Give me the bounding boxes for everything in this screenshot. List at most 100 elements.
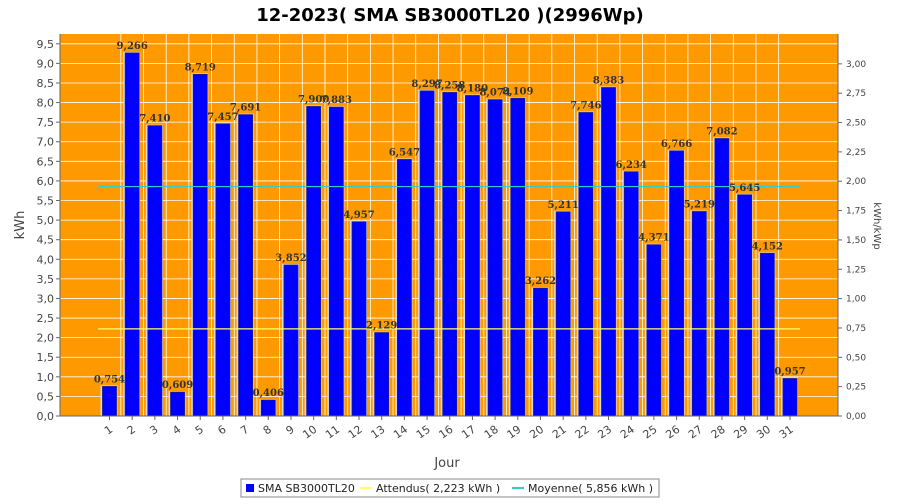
x-tick-label: 5 bbox=[193, 423, 206, 438]
bar-value-label: 6,766 bbox=[661, 139, 692, 150]
axes: 0,0 0,5 1,0 1,5 2,0 2,5 3,0 3,5 4,0 4,5 5,0 5,5 6,0 6… bbox=[37, 34, 866, 442]
bar-value-label: 0,754 bbox=[94, 374, 125, 385]
bar-value-label: 8,258 bbox=[434, 80, 465, 91]
x-tick-label: 23 bbox=[595, 423, 614, 442]
x-tick-label: 30 bbox=[754, 423, 773, 442]
x-tick-label: 14 bbox=[391, 423, 410, 442]
y-tick-label: 7,5 bbox=[37, 116, 55, 129]
legend-swatch-production bbox=[246, 484, 254, 492]
bar bbox=[533, 287, 548, 417]
bar-value-label: 7,457 bbox=[207, 112, 238, 123]
y2-tick-label: 1,75 bbox=[846, 207, 866, 217]
bar bbox=[465, 95, 480, 417]
bar-value-label: 3,852 bbox=[275, 253, 306, 264]
y2-tick-label: 1,25 bbox=[846, 265, 866, 275]
bar-value-label: 9,266 bbox=[117, 41, 148, 52]
bar bbox=[601, 87, 616, 417]
y2-tick-label: 0,50 bbox=[846, 353, 866, 363]
bar bbox=[102, 386, 117, 417]
bar-value-label: 7,900 bbox=[298, 94, 329, 105]
y2-tick-label: 2,25 bbox=[846, 148, 866, 158]
y-tick-label: 5,0 bbox=[37, 214, 55, 227]
bar-value-label: 3,262 bbox=[525, 276, 556, 287]
y2-tick-label: 0,00 bbox=[846, 412, 866, 422]
bar bbox=[215, 123, 231, 417]
y-axis-label: kWh bbox=[13, 211, 28, 240]
y-tick-label: 9,0 bbox=[37, 57, 55, 70]
bar bbox=[283, 264, 299, 417]
legend-box bbox=[240, 478, 660, 498]
bar bbox=[124, 52, 140, 417]
bar-value-label: 0,406 bbox=[253, 388, 284, 399]
bar-value-label: 7,883 bbox=[321, 95, 352, 106]
bar-value-label: 7,691 bbox=[230, 103, 261, 114]
bar-value-label: 8,297 bbox=[411, 79, 442, 90]
bar-value-label: 8,383 bbox=[593, 76, 624, 87]
x-tick-label: 31 bbox=[777, 423, 796, 442]
y2-tick-label: 1,50 bbox=[846, 236, 866, 246]
bar bbox=[782, 378, 798, 417]
bar bbox=[669, 150, 684, 417]
bar bbox=[555, 211, 571, 417]
y-tick-label: 8,0 bbox=[37, 97, 55, 110]
y-tick-label: 2,0 bbox=[37, 332, 55, 345]
bar bbox=[578, 112, 594, 417]
y-tick-label: 6,0 bbox=[37, 175, 55, 188]
bar-value-label: 4,371 bbox=[638, 233, 669, 244]
y2-tick-label: 3,00 bbox=[846, 60, 866, 70]
x-tick-label: 26 bbox=[663, 423, 682, 442]
x-tick-label: 4 bbox=[170, 423, 183, 438]
bar-value-label: 0,609 bbox=[162, 380, 193, 391]
bar-value-label: 8,109 bbox=[502, 86, 533, 97]
bar-value-label: 7,082 bbox=[706, 127, 737, 138]
y2-tick-label: 2,75 bbox=[846, 89, 866, 99]
bar bbox=[396, 159, 412, 417]
x-tick-label: 24 bbox=[618, 423, 637, 442]
x-tick-label: 15 bbox=[414, 423, 433, 442]
y2-tick-label: 0,25 bbox=[846, 383, 866, 393]
bar bbox=[737, 194, 753, 417]
x-tick-label: 27 bbox=[686, 423, 705, 442]
bar bbox=[238, 114, 254, 417]
x-tick-label: 20 bbox=[527, 423, 546, 442]
bar bbox=[374, 332, 390, 417]
bar-value-label: 6,234 bbox=[616, 160, 647, 171]
bar-value-label: 0,957 bbox=[774, 367, 805, 378]
bar bbox=[192, 73, 208, 417]
y-tick-label: 0,5 bbox=[37, 390, 55, 403]
legend-label-production: SMA SB3000TL20 bbox=[258, 482, 355, 495]
bar-value-label: 8,719 bbox=[185, 62, 216, 73]
bar bbox=[714, 138, 730, 417]
y-tick-label: 9,5 bbox=[37, 38, 55, 51]
bar-value-label: 7,746 bbox=[570, 101, 601, 112]
reference-lines bbox=[98, 185, 800, 330]
y-tick-label: 1,0 bbox=[37, 371, 55, 384]
x-tick-label: 6 bbox=[215, 423, 228, 438]
bar-value-label: 5,219 bbox=[684, 200, 715, 211]
y2-tick-label: 1,00 bbox=[846, 295, 866, 305]
bar-value-label: 5,645 bbox=[729, 183, 760, 194]
y-tick-label: 5,5 bbox=[37, 195, 55, 208]
x-tick-label: 13 bbox=[368, 423, 387, 442]
y-tick-label: 6,5 bbox=[37, 155, 55, 168]
y2-tick-label: 2,50 bbox=[846, 119, 866, 129]
legend-label-expected: Attendus( 2,223 kWh ) bbox=[376, 482, 500, 495]
bar-value-label: 8,180 bbox=[457, 84, 488, 95]
x-tick-label: 9 bbox=[283, 423, 296, 438]
y2-tick-label: 0,75 bbox=[846, 324, 866, 334]
x-tick-label: 8 bbox=[261, 423, 274, 438]
y-tick-label: 8,5 bbox=[37, 77, 55, 90]
chart-title: 12-2023( SMA SB3000TL20 )(2996Wp) bbox=[256, 5, 644, 26]
bar-value-label: 4,152 bbox=[752, 241, 783, 252]
x-axis-label: Jour bbox=[433, 456, 460, 471]
x-tick-label: 17 bbox=[459, 423, 478, 442]
x-tick-label: 22 bbox=[573, 423, 592, 442]
bar bbox=[260, 399, 276, 417]
bar-value-label: 4,957 bbox=[343, 210, 374, 221]
bar bbox=[691, 211, 707, 417]
y2-tick-label: 2,00 bbox=[846, 177, 866, 187]
x-tick-label: 3 bbox=[147, 423, 160, 438]
